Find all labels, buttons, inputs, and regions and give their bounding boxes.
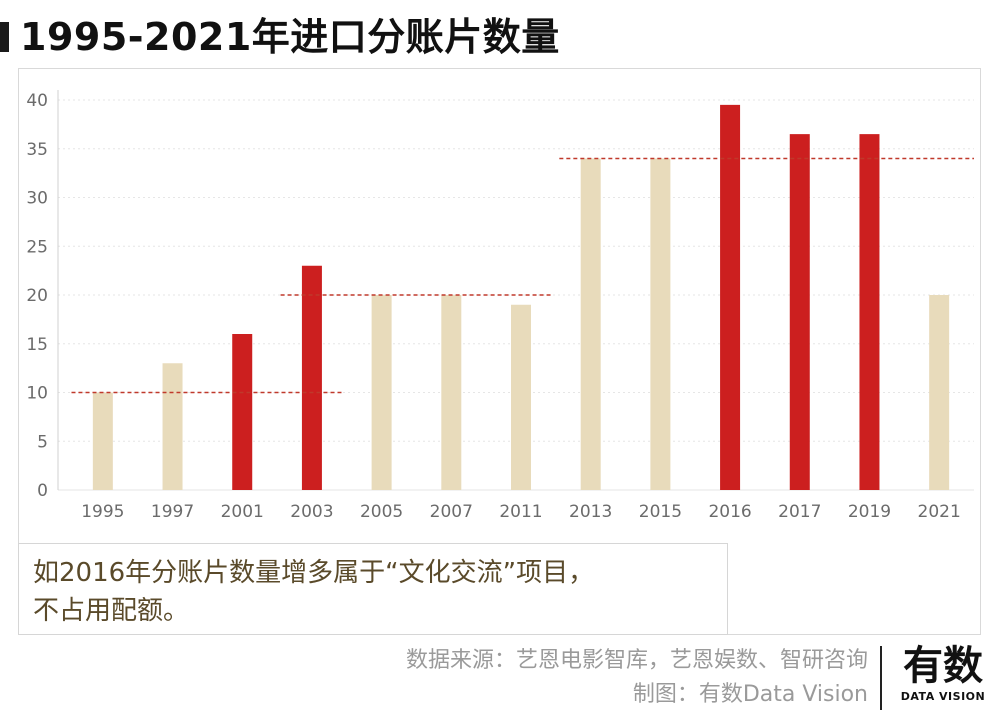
bar bbox=[789, 134, 810, 490]
x-tick-label: 2005 bbox=[360, 502, 403, 522]
bar bbox=[650, 158, 671, 490]
bar bbox=[580, 158, 601, 490]
y-tick-label: 5 bbox=[37, 432, 48, 452]
logo-subtext: DATA VISION bbox=[900, 690, 986, 703]
x-tick-label: 1997 bbox=[151, 502, 194, 522]
title-bar: 1995-2021年进口分账片数量 bbox=[0, 0, 1000, 70]
bar bbox=[441, 295, 462, 490]
credit-line: 制图：有数Data Vision bbox=[632, 682, 868, 707]
bar bbox=[162, 363, 183, 490]
bar bbox=[232, 334, 253, 490]
x-tick-label: 2015 bbox=[639, 502, 682, 522]
source-note: 数据来源：艺恩电影智库，艺恩娱数、智研咨询 制图：有数Data Vision bbox=[406, 644, 868, 712]
y-tick-label: 40 bbox=[26, 91, 48, 111]
title-marker bbox=[0, 22, 9, 52]
brand-logo: 有数 DATA VISION bbox=[893, 642, 993, 703]
annotation-box: 如2016年分账片数量增多属于“文化交流”项目， 不占用配额。 bbox=[18, 543, 728, 635]
x-tick-label: 2007 bbox=[430, 502, 473, 522]
bar bbox=[301, 265, 322, 490]
y-tick-label: 15 bbox=[26, 335, 48, 355]
y-tick-label: 20 bbox=[26, 286, 48, 306]
bar bbox=[929, 295, 950, 490]
logo-text: 有数 bbox=[903, 643, 983, 689]
x-tick-label: 2003 bbox=[290, 502, 333, 522]
x-tick-label: 2001 bbox=[221, 502, 264, 522]
y-tick-label: 0 bbox=[37, 481, 48, 501]
x-tick-label: 2013 bbox=[569, 502, 612, 522]
logo-divider bbox=[880, 646, 882, 710]
chart-title: 1995-2021年进口分账片数量 bbox=[20, 15, 560, 59]
source-line: 数据来源：艺恩电影智库，艺恩娱数、智研咨询 bbox=[405, 648, 868, 673]
x-tick-label: 2017 bbox=[778, 502, 821, 522]
y-tick-label: 10 bbox=[26, 384, 48, 404]
x-tick-label: 2021 bbox=[918, 502, 961, 522]
bar bbox=[371, 295, 392, 490]
x-tick-label: 1995 bbox=[81, 502, 124, 522]
x-tick-label: 2019 bbox=[848, 502, 891, 522]
annotation-line-2: 不占用配额。 bbox=[33, 596, 190, 626]
y-tick-label: 35 bbox=[26, 140, 48, 160]
y-tick-label: 25 bbox=[26, 237, 48, 257]
bar bbox=[720, 104, 741, 490]
annotation-line-1: 如2016年分账片数量增多属于“文化交流”项目， bbox=[33, 558, 595, 588]
chart-panel bbox=[18, 68, 981, 635]
x-tick-label: 2011 bbox=[499, 502, 542, 522]
bar bbox=[859, 134, 880, 490]
y-tick-label: 30 bbox=[26, 189, 48, 209]
bar-chart: 0 5 10 15 20 25 30 35 40 1995 1997 2001 2003 2005 2007… bbox=[26, 90, 974, 522]
bar bbox=[92, 392, 113, 490]
x-tick-label: 2016 bbox=[708, 502, 751, 522]
bar bbox=[511, 304, 531, 490]
